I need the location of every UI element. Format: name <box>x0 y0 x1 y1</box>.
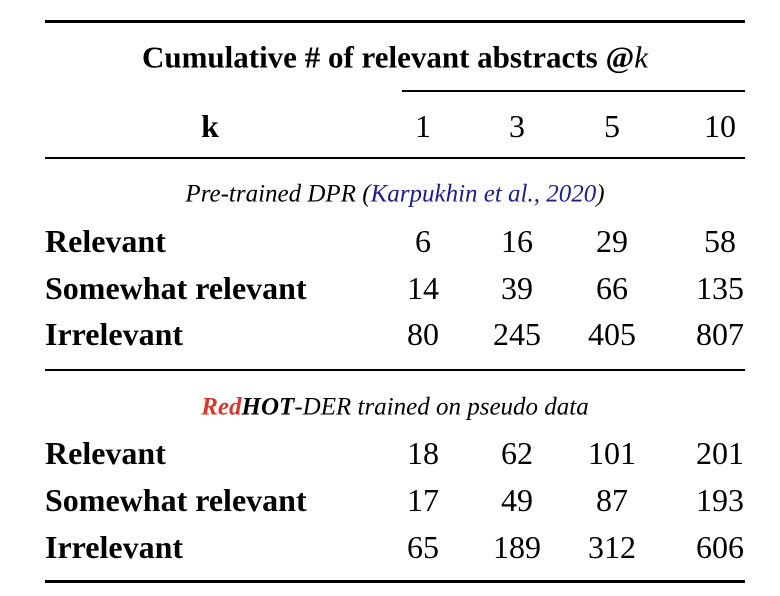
cell: 135 <box>696 270 744 306</box>
cell: 16 <box>501 223 533 259</box>
cell: 405 <box>588 316 636 352</box>
section-rule <box>45 369 745 371</box>
row-label: Irrelevant <box>45 529 184 565</box>
caption-red: Red <box>201 393 242 421</box>
header-cell: 1 <box>415 108 431 144</box>
cell: 201 <box>696 435 744 471</box>
cell: 193 <box>696 482 744 518</box>
cell: 65 <box>407 529 439 565</box>
caption-text: ) <box>596 180 605 208</box>
section-caption: Pre-trained DPR (Karpukhin et al., 2020) <box>185 182 604 207</box>
cell: 606 <box>696 529 744 565</box>
row-label: Irrelevant <box>45 316 184 352</box>
cell: 66 <box>596 270 628 306</box>
header-cell: 3 <box>509 108 525 144</box>
bottom-rule <box>45 580 745 583</box>
top-rule <box>45 20 745 23</box>
cell: 101 <box>588 435 636 471</box>
cell: 49 <box>501 482 533 518</box>
cell: 87 <box>596 482 628 518</box>
caption-text: Pre-trained DPR ( <box>185 180 371 208</box>
title-var: k <box>634 39 649 75</box>
cell: 80 <box>407 316 439 352</box>
cell: 18 <box>407 435 439 471</box>
row-label: Relevant <box>45 223 166 259</box>
row-label: Somewhat relevant <box>45 482 307 518</box>
caption-bold: HOT <box>241 393 295 421</box>
cell: 17 <box>407 482 439 518</box>
cell: 189 <box>493 529 541 565</box>
cell: 29 <box>596 223 628 259</box>
cell: 807 <box>696 316 744 352</box>
cell: 312 <box>588 529 636 565</box>
title-text: Cumulative # of relevant abstracts @ <box>141 39 635 75</box>
header-k: k <box>201 108 219 144</box>
row-label: Somewhat relevant <box>45 270 307 306</box>
section-caption: RedHOT-DER trained on pseudo data <box>201 395 588 420</box>
caption-text: -DER trained on pseudo data <box>294 393 589 421</box>
cell: 6 <box>415 223 431 259</box>
cell: 245 <box>493 316 541 352</box>
cell: 14 <box>407 270 439 306</box>
row-label: Relevant <box>45 435 166 471</box>
citation: Karpukhin et al., 2020 <box>370 180 597 208</box>
cell: 62 <box>501 435 533 471</box>
header-cell: 5 <box>604 108 620 144</box>
cell: 39 <box>501 270 533 306</box>
header-subrule <box>402 90 745 92</box>
cell: 58 <box>704 223 736 259</box>
header-rule <box>45 157 745 159</box>
header-cell: 10 <box>704 108 736 144</box>
table-title: Cumulative # of relevant abstracts @k <box>142 42 648 73</box>
